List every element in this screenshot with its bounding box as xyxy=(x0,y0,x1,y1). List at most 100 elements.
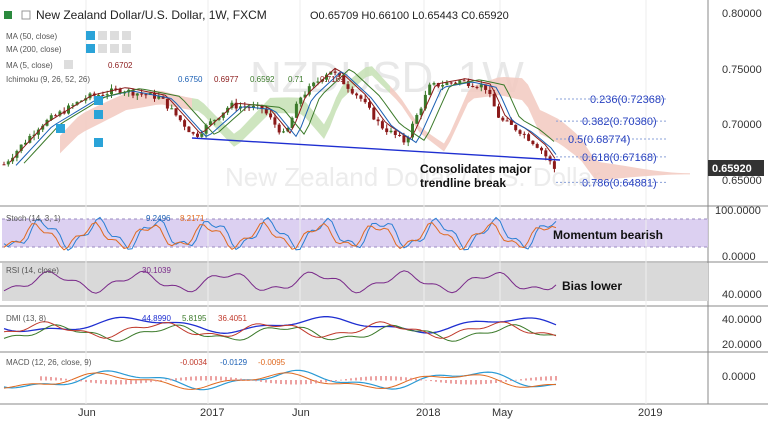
macd-signal-line xyxy=(3,372,557,390)
candle-body xyxy=(492,93,496,107)
candle-body xyxy=(170,108,174,110)
add-icon[interactable] xyxy=(110,44,119,53)
eye-icon[interactable] xyxy=(94,110,103,119)
macd-histogram-bar xyxy=(375,376,377,381)
ma5-settings-icon[interactable] xyxy=(64,60,73,69)
macd-histogram-bar xyxy=(525,378,527,381)
eye-icon[interactable] xyxy=(94,96,103,105)
macd-value-1: -0.0034 xyxy=(180,358,208,367)
candle-body xyxy=(368,102,371,108)
candle-body xyxy=(294,103,298,118)
time-axis: Jun 2017 Jun 2018 May 2019 xyxy=(78,407,662,419)
price-tick-4: 0.65000 xyxy=(722,175,762,187)
macd-histogram-bar xyxy=(470,380,472,385)
macd-histogram-bar xyxy=(460,380,462,385)
candle-body xyxy=(466,80,470,87)
macd-histogram-bar xyxy=(120,380,122,385)
stoch-band xyxy=(2,219,708,247)
candle-body xyxy=(462,80,466,82)
macd-histogram-bar xyxy=(180,377,182,381)
macd-histogram-bar xyxy=(400,376,402,381)
macd-histogram-bar xyxy=(275,380,277,384)
candle-body xyxy=(221,112,225,118)
eye-icon[interactable] xyxy=(56,124,65,133)
candle-body xyxy=(432,83,436,85)
candle-body xyxy=(200,133,204,137)
candle-body xyxy=(372,107,376,120)
settings-icon[interactable] xyxy=(98,31,107,40)
candle-body xyxy=(363,98,367,103)
candle-body xyxy=(196,133,199,137)
rsi-label[interactable]: RSI (14, close) xyxy=(6,266,59,275)
ma50-label[interactable]: MA (50, close) xyxy=(6,32,57,41)
macd-histogram-bar xyxy=(545,376,547,381)
macd-histogram-bar xyxy=(465,380,467,385)
legend-toggle-icons[interactable] xyxy=(56,96,103,147)
dmi-value-2: 5.8195 xyxy=(182,314,207,323)
ma200-label[interactable]: MA (200, close) xyxy=(6,45,62,54)
candle-body xyxy=(28,135,32,143)
candle-body xyxy=(402,135,406,143)
macd-histogram-bar xyxy=(240,378,242,381)
ichimoku-value-1: 0.6750 xyxy=(178,75,203,84)
candle-body xyxy=(247,107,251,109)
dmi-axis-tick-2: 20.0000 xyxy=(722,339,762,351)
candle-body xyxy=(552,161,556,169)
ma50-controls[interactable] xyxy=(86,31,131,40)
macd-histogram-bar xyxy=(555,376,557,381)
candle-body xyxy=(2,164,6,166)
candle-body xyxy=(316,81,320,83)
collapse-icon[interactable] xyxy=(21,10,31,20)
candle-body xyxy=(475,86,479,88)
trendline[interactable] xyxy=(191,137,561,161)
ichimoku-label[interactable]: Ichimoku (9, 26, 52, 26) xyxy=(6,75,90,84)
candle-body xyxy=(398,134,402,136)
watermark-name: New Zealand Dollar / U.S. Dollar xyxy=(225,162,601,192)
macd-histogram-bar xyxy=(325,380,327,383)
macd-histogram-bar xyxy=(315,380,317,384)
candle-body xyxy=(230,102,234,108)
candle-body xyxy=(333,71,337,73)
macd-histogram-bar xyxy=(385,376,387,381)
eye-icon[interactable] xyxy=(94,138,103,147)
candle-body xyxy=(325,74,328,80)
candle-body xyxy=(329,71,333,75)
macd-histogram-bar xyxy=(160,380,162,381)
ma5-label[interactable]: MA (5, close) xyxy=(6,61,53,70)
time-tick: 2018 xyxy=(416,407,440,419)
eye-icon[interactable] xyxy=(86,31,95,40)
ma200-controls[interactable] xyxy=(86,44,131,53)
rsi-line xyxy=(3,270,557,294)
macd-histogram-bar xyxy=(355,377,357,381)
dmi-label[interactable]: DMI (13, 8) xyxy=(6,314,46,323)
candle-body xyxy=(380,121,384,129)
macd-histogram-bar xyxy=(105,380,107,385)
candle-body xyxy=(497,106,500,118)
rsi-band xyxy=(2,263,708,301)
stoch-label[interactable]: Stoch (14, 3, 1) xyxy=(6,214,61,223)
macd-label[interactable]: MACD (12, 26, close, 9) xyxy=(6,358,92,367)
close-icon[interactable] xyxy=(122,44,131,53)
time-tick: May xyxy=(492,407,513,419)
candle-body xyxy=(6,161,10,165)
chart-title: New Zealand Dollar/U.S. Dollar, 1W, FXCM xyxy=(36,8,267,22)
macd-histogram-bar xyxy=(445,380,447,384)
eye-icon[interactable] xyxy=(86,44,95,53)
candle-body xyxy=(359,95,363,99)
macd-histogram-bar xyxy=(40,376,42,381)
add-icon[interactable] xyxy=(110,31,119,40)
dmi-minus-line xyxy=(3,321,557,339)
settings-icon[interactable] xyxy=(98,44,107,53)
price-tick-3: 0.70000 xyxy=(722,119,762,131)
macd-histogram-bar xyxy=(90,380,92,383)
overlay-lines xyxy=(3,67,557,391)
close-icon[interactable] xyxy=(122,31,131,40)
fib-label: 0.382(0.70380) xyxy=(582,116,657,128)
cloud-segment xyxy=(480,77,690,181)
candle-body xyxy=(165,98,169,109)
fibonacci-levels: 0.236(0.72368) 0.382(0.70380) 0.5(0.68774)… xyxy=(556,94,668,189)
macd-histogram-bar xyxy=(425,379,427,381)
candle-body xyxy=(213,119,217,122)
